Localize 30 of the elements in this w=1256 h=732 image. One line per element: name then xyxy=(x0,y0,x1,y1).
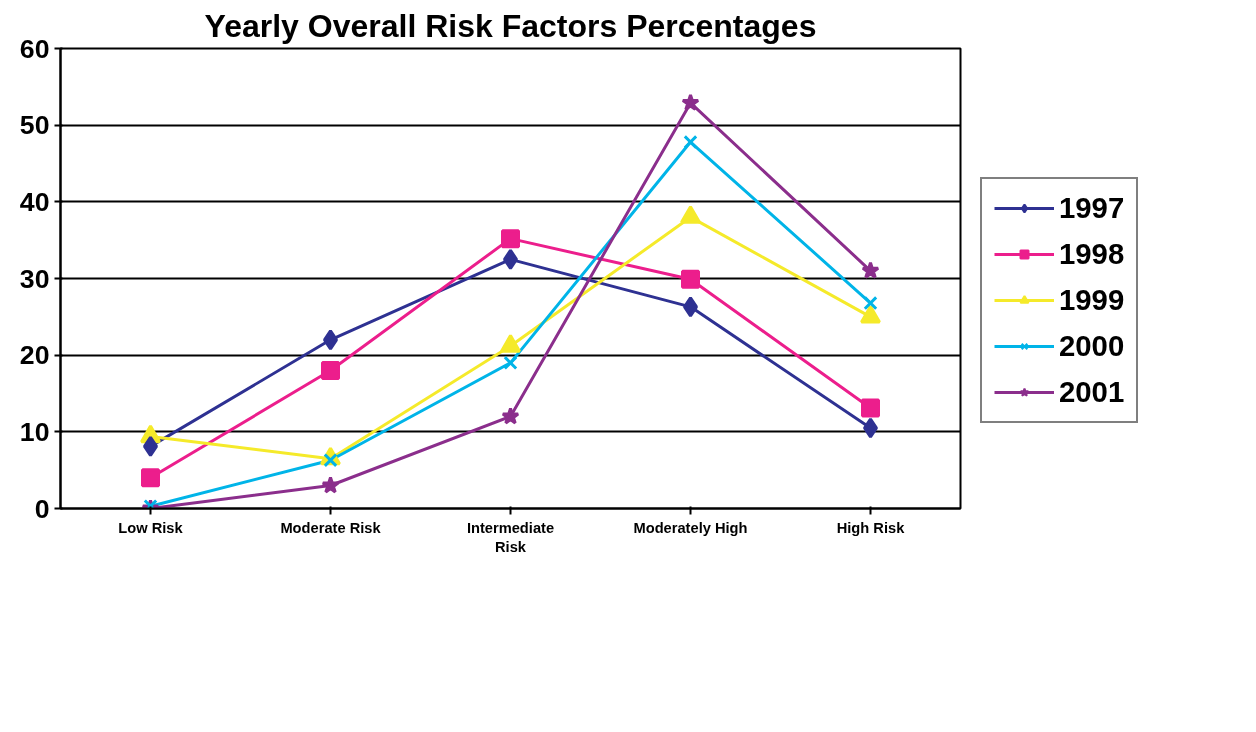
point xyxy=(681,269,700,289)
point xyxy=(863,295,878,311)
x-tick-label: Moderate Risk xyxy=(280,519,382,536)
point xyxy=(861,398,880,418)
point xyxy=(321,361,340,380)
point xyxy=(141,468,160,488)
y-tick-label: 0 xyxy=(34,493,50,524)
x-tick-label: High Risk xyxy=(836,519,906,536)
point xyxy=(861,261,880,279)
x-tick-label: Low Risk xyxy=(118,519,184,536)
point xyxy=(681,93,700,111)
legend-label: 1999 xyxy=(1059,282,1125,317)
y-tick-label: 60 xyxy=(19,33,50,64)
y-tick-label: 20 xyxy=(19,340,50,371)
legend-label: 2000 xyxy=(1059,328,1125,363)
y-tick-label: 10 xyxy=(19,416,50,447)
point xyxy=(503,355,518,370)
y-tick-label: 50 xyxy=(19,110,50,141)
legend-label: 1997 xyxy=(1059,190,1125,225)
chart-title: Yearly Overall Risk Factors Percentages xyxy=(204,7,817,44)
point xyxy=(683,134,698,150)
legend-label: 2001 xyxy=(1059,374,1125,409)
point xyxy=(321,476,340,494)
x-tick-label: Moderately High xyxy=(633,519,748,536)
y-tick-label: 30 xyxy=(19,263,50,294)
x-tick-label: Intermediate Risk xyxy=(466,519,555,555)
y-tick-label: 40 xyxy=(19,186,50,217)
legend-label: 1998 xyxy=(1059,236,1125,271)
point xyxy=(501,407,520,425)
point xyxy=(501,229,520,249)
